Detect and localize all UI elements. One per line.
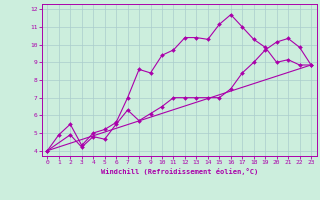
X-axis label: Windchill (Refroidissement éolien,°C): Windchill (Refroidissement éolien,°C) [100,168,258,175]
